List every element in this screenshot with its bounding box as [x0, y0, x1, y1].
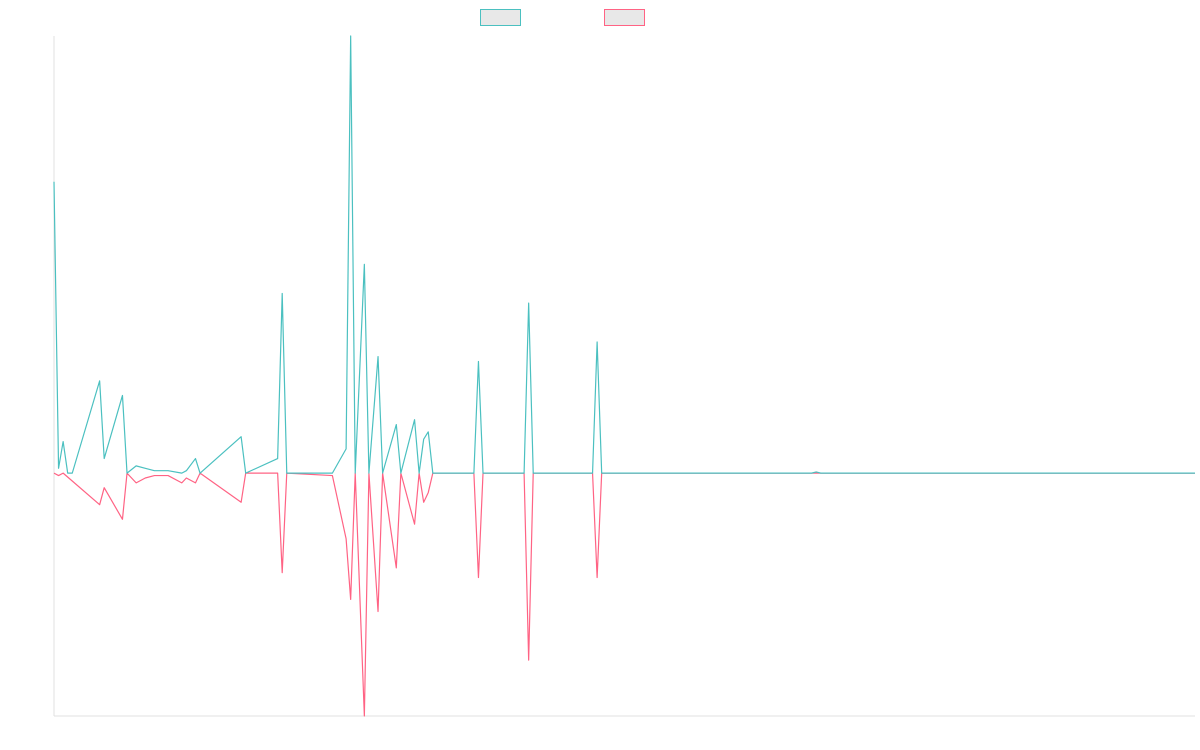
legend-swatch-series_b: [604, 9, 645, 26]
series-line-series_a: [53, 35, 1195, 474]
series-line-series_b: [53, 472, 1195, 717]
legend-item-series_b: [604, 9, 645, 26]
legend-item-series_a: [480, 9, 521, 26]
legend-swatch-series_a: [480, 9, 521, 26]
